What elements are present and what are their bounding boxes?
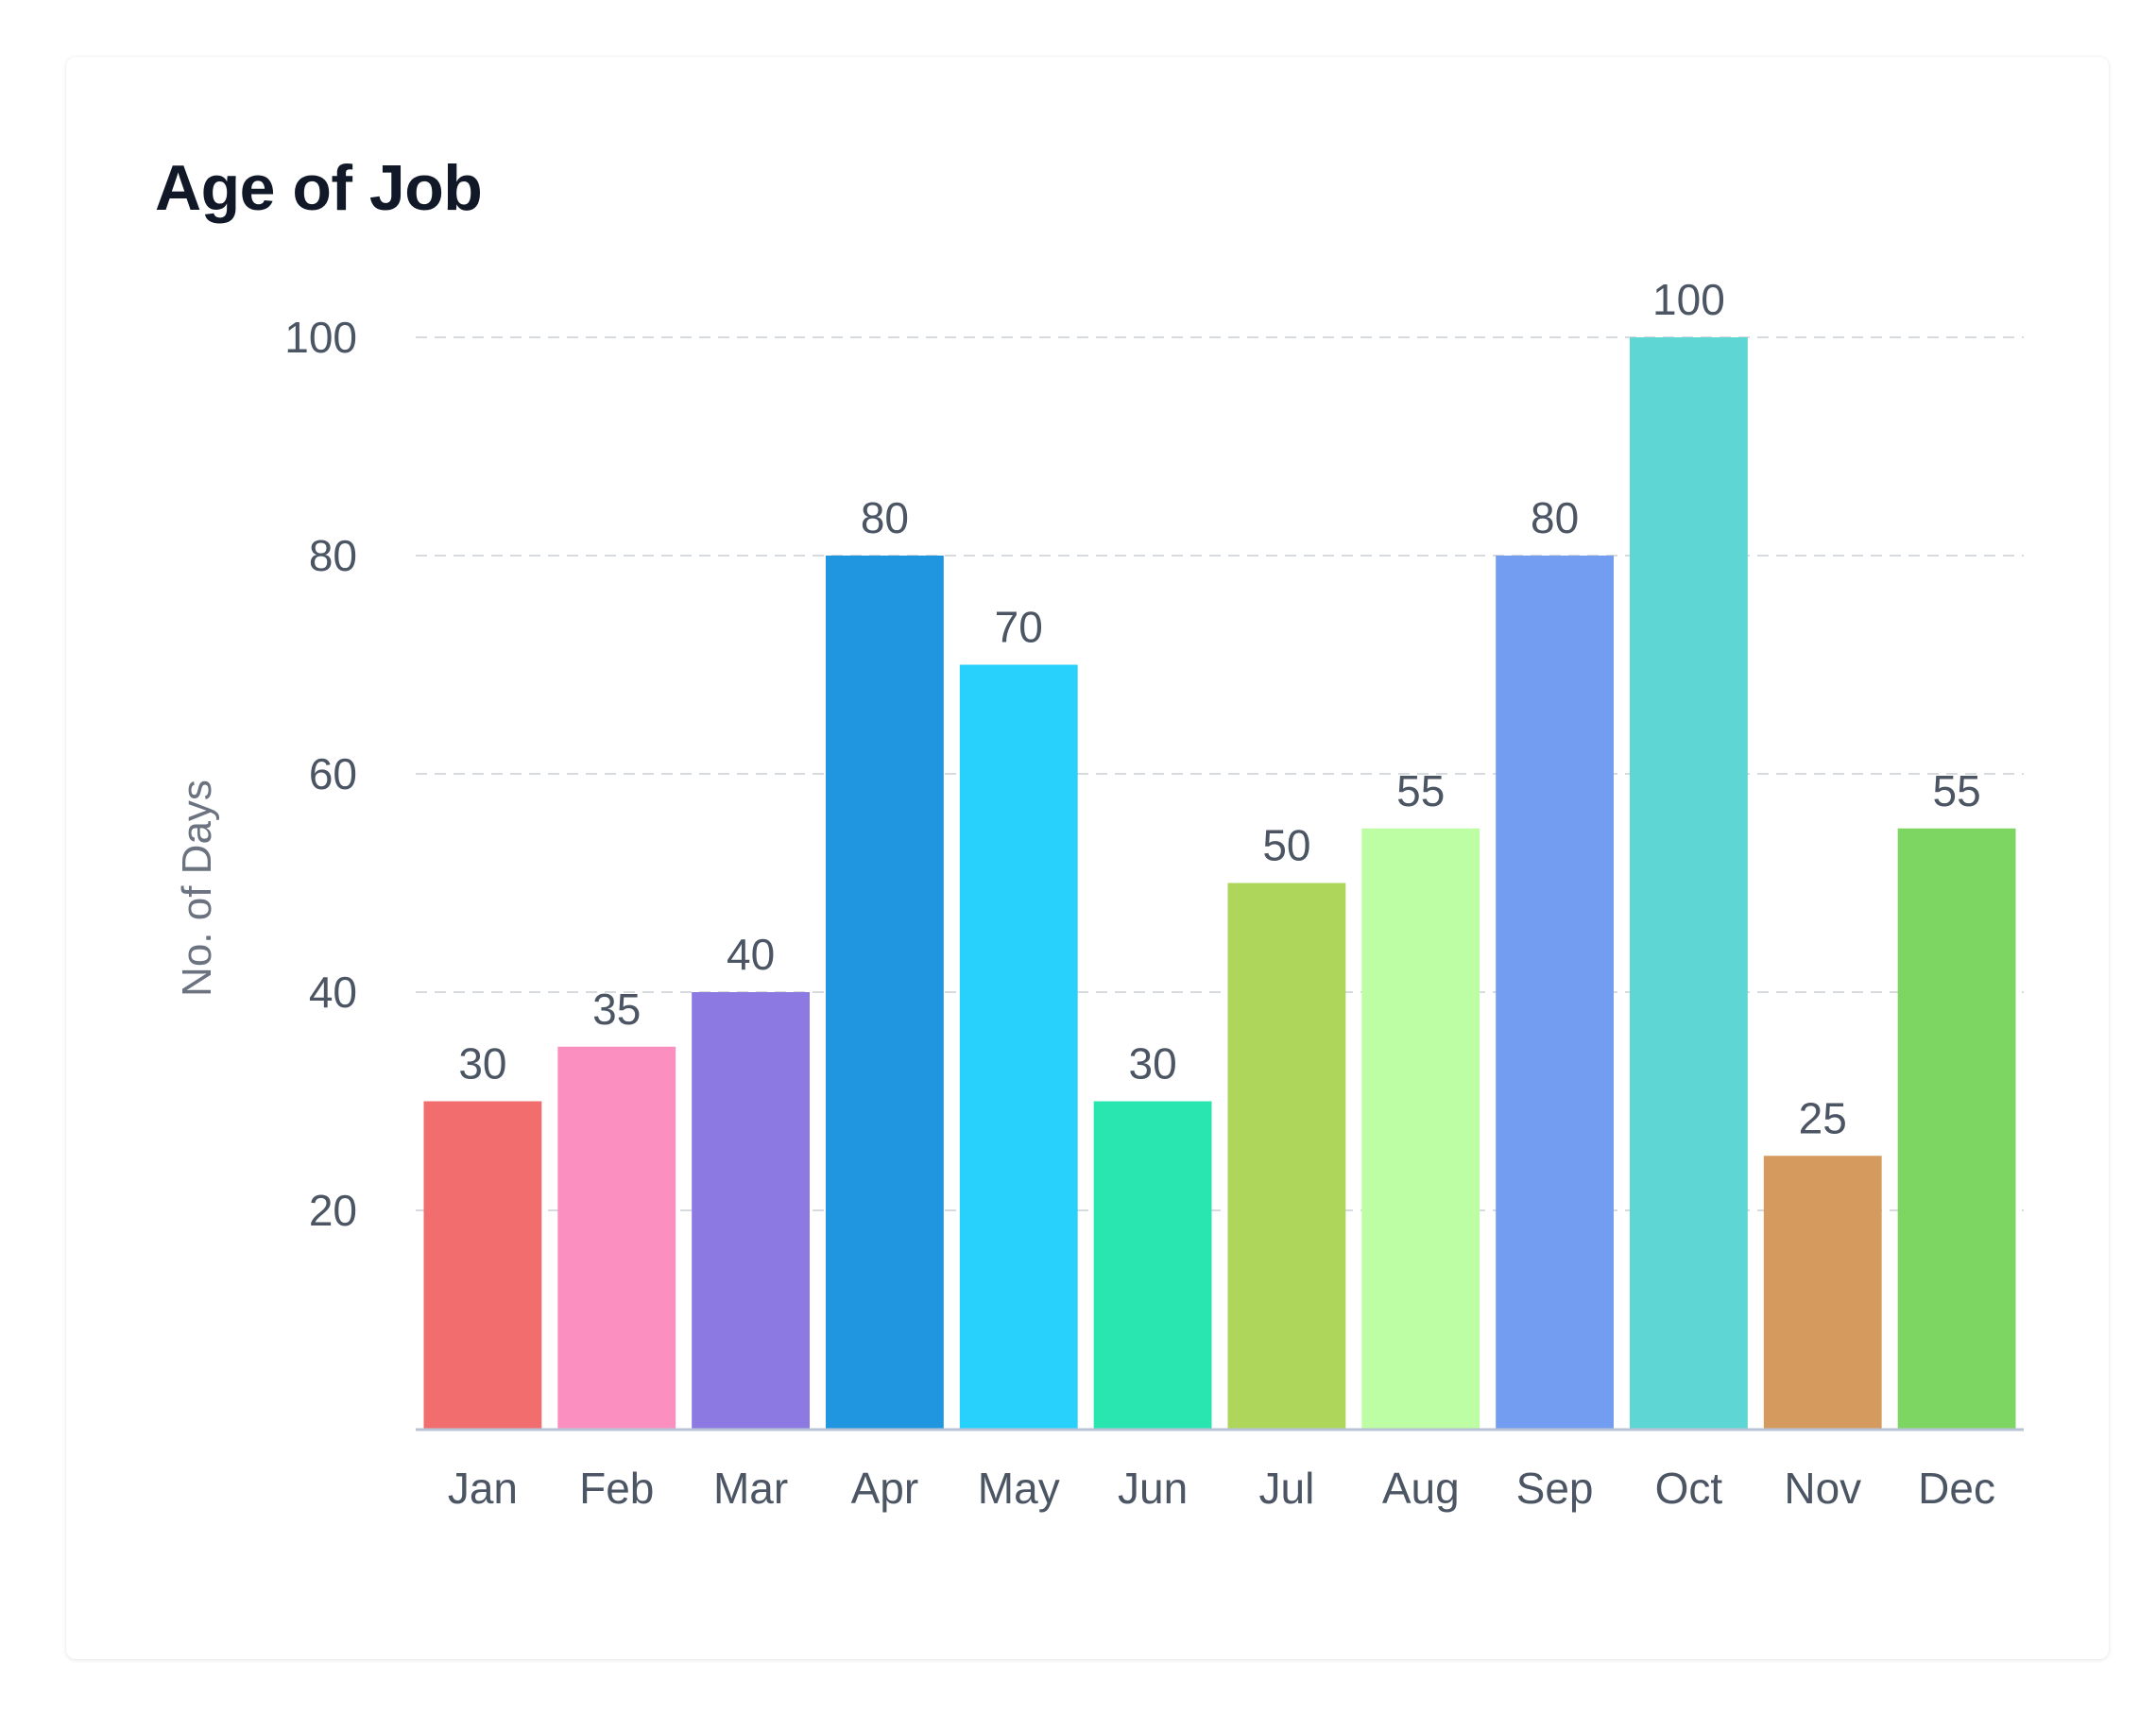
data-label-may: 70 (995, 603, 1043, 652)
bar-dec[interactable] (1897, 828, 2016, 1429)
x-tick-label-dec: Dec (1918, 1464, 1995, 1513)
data-label-aug: 55 (1396, 766, 1445, 815)
chart-card: Age of Job 30 35 40 80 70 30 50 55 80 100 25 55 20 4… (66, 57, 2109, 1659)
data-label-mar: 40 (727, 930, 775, 979)
data-label-jan: 30 (458, 1039, 506, 1088)
bar-mar[interactable] (692, 992, 810, 1429)
bar-jun[interactable] (1093, 1101, 1212, 1430)
x-tick-label-mar: Mar (713, 1464, 788, 1513)
data-label-nov: 25 (1799, 1093, 1847, 1142)
bar-aug[interactable] (1361, 828, 1480, 1429)
bar-oct[interactable] (1630, 337, 1748, 1429)
bar-jan[interactable] (423, 1101, 542, 1430)
bar-apr[interactable] (826, 556, 944, 1429)
bar-may[interactable] (959, 664, 1078, 1430)
x-tick-label-feb: Feb (579, 1464, 654, 1513)
bar-sep[interactable] (1496, 556, 1614, 1429)
bar-feb[interactable] (557, 1046, 676, 1429)
x-tick-label-jul: Jul (1259, 1464, 1315, 1513)
x-tick-label-apr: Apr (851, 1464, 919, 1513)
y-axis-title: No. of Days (174, 780, 220, 997)
data-label-dec: 55 (1932, 766, 1980, 815)
y-tick-label-100: 100 (284, 313, 357, 362)
data-label-feb: 35 (592, 985, 641, 1034)
x-tick-label-nov: Nov (1784, 1464, 1861, 1513)
chart-title: Age of Job (155, 152, 483, 224)
y-tick-label-80: 80 (309, 531, 357, 580)
data-label-apr: 80 (861, 493, 909, 542)
data-label-oct: 100 (1652, 275, 1725, 324)
bar-chart: 30 35 40 80 70 30 50 55 80 100 25 55 20 40 60 80 100 Jan… (174, 275, 2024, 1513)
y-tick-label-20: 20 (309, 1186, 357, 1235)
x-tick-label-aug: Aug (1382, 1464, 1460, 1513)
x-tick-label-may: May (978, 1464, 1060, 1513)
x-tick-label-oct: Oct (1655, 1464, 1723, 1513)
x-tick-label-jan: Jan (448, 1464, 518, 1513)
bar-nov[interactable] (1763, 1156, 1882, 1429)
x-tick-label-jun: Jun (1118, 1464, 1188, 1513)
x-tick-label-sep: Sep (1516, 1464, 1594, 1513)
bar-jul[interactable] (1227, 883, 1346, 1430)
data-label-sep: 80 (1531, 493, 1579, 542)
data-label-jul: 50 (1262, 821, 1310, 870)
y-tick-label-40: 40 (309, 968, 357, 1017)
data-label-jun: 30 (1128, 1039, 1176, 1088)
y-tick-label-60: 60 (309, 749, 357, 798)
